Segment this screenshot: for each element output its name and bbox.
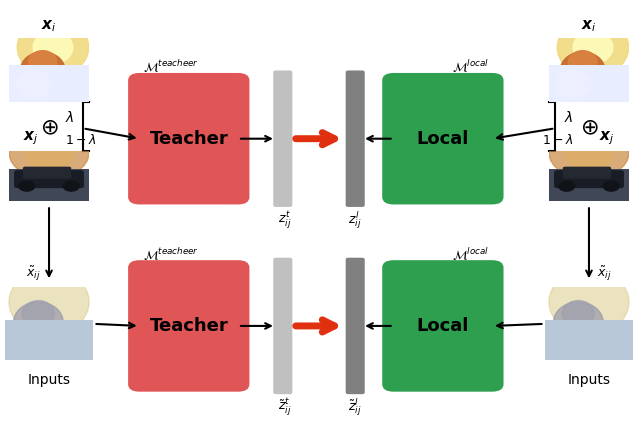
Text: $z^t_{ij}$: $z^t_{ij}$: [278, 209, 291, 231]
Text: $\boldsymbol{x}_i$: $\boldsymbol{x}_i$: [41, 18, 57, 33]
FancyBboxPatch shape: [128, 260, 249, 392]
Text: $\mathcal{M}^{local}$: $\mathcal{M}^{local}$: [452, 59, 489, 75]
Text: Inputs: Inputs: [567, 373, 611, 387]
Text: Teacher: Teacher: [149, 130, 228, 148]
Text: $\boldsymbol{x}_j$: $\boldsymbol{x}_j$: [599, 129, 614, 147]
Text: $\tilde{z}^l_{ij}$: $\tilde{z}^l_{ij}$: [348, 397, 361, 418]
Text: $\boldsymbol{x}_i$: $\boldsymbol{x}_i$: [581, 18, 597, 33]
Text: Teacher: Teacher: [149, 317, 228, 335]
Text: $\tilde{x}_{ij}$: $\tilde{x}_{ij}$: [598, 265, 612, 283]
FancyBboxPatch shape: [346, 258, 365, 394]
FancyBboxPatch shape: [273, 70, 292, 207]
Text: Inputs: Inputs: [27, 373, 71, 387]
Text: Local: Local: [417, 317, 469, 335]
Text: Local: Local: [417, 130, 469, 148]
Text: $\tilde{x}_{ij}$: $\tilde{x}_{ij}$: [26, 265, 40, 283]
Text: $\lambda$: $\lambda$: [65, 110, 74, 126]
FancyBboxPatch shape: [382, 260, 503, 392]
FancyBboxPatch shape: [346, 70, 365, 207]
Text: $\mathcal{M}^{teacheer}$: $\mathcal{M}^{teacheer}$: [143, 59, 199, 75]
Text: $\mathcal{M}^{teacheer}$: $\mathcal{M}^{teacheer}$: [143, 246, 199, 263]
Text: $\mathcal{M}^{local}$: $\mathcal{M}^{local}$: [452, 246, 489, 263]
Text: $\boldsymbol{x}_j$: $\boldsymbol{x}_j$: [24, 129, 39, 147]
Text: $1-\lambda$: $1-\lambda$: [542, 133, 573, 147]
FancyBboxPatch shape: [273, 258, 292, 394]
Text: $\lambda$: $\lambda$: [564, 110, 573, 126]
Text: $1-\lambda$: $1-\lambda$: [65, 133, 96, 147]
FancyBboxPatch shape: [382, 73, 503, 204]
FancyBboxPatch shape: [128, 73, 249, 204]
Text: $\oplus$: $\oplus$: [40, 118, 58, 138]
Text: $z^l_{ij}$: $z^l_{ij}$: [348, 209, 361, 231]
Text: $\oplus$: $\oplus$: [580, 118, 598, 138]
Text: $\tilde{z}^t_{ij}$: $\tilde{z}^t_{ij}$: [278, 397, 292, 418]
